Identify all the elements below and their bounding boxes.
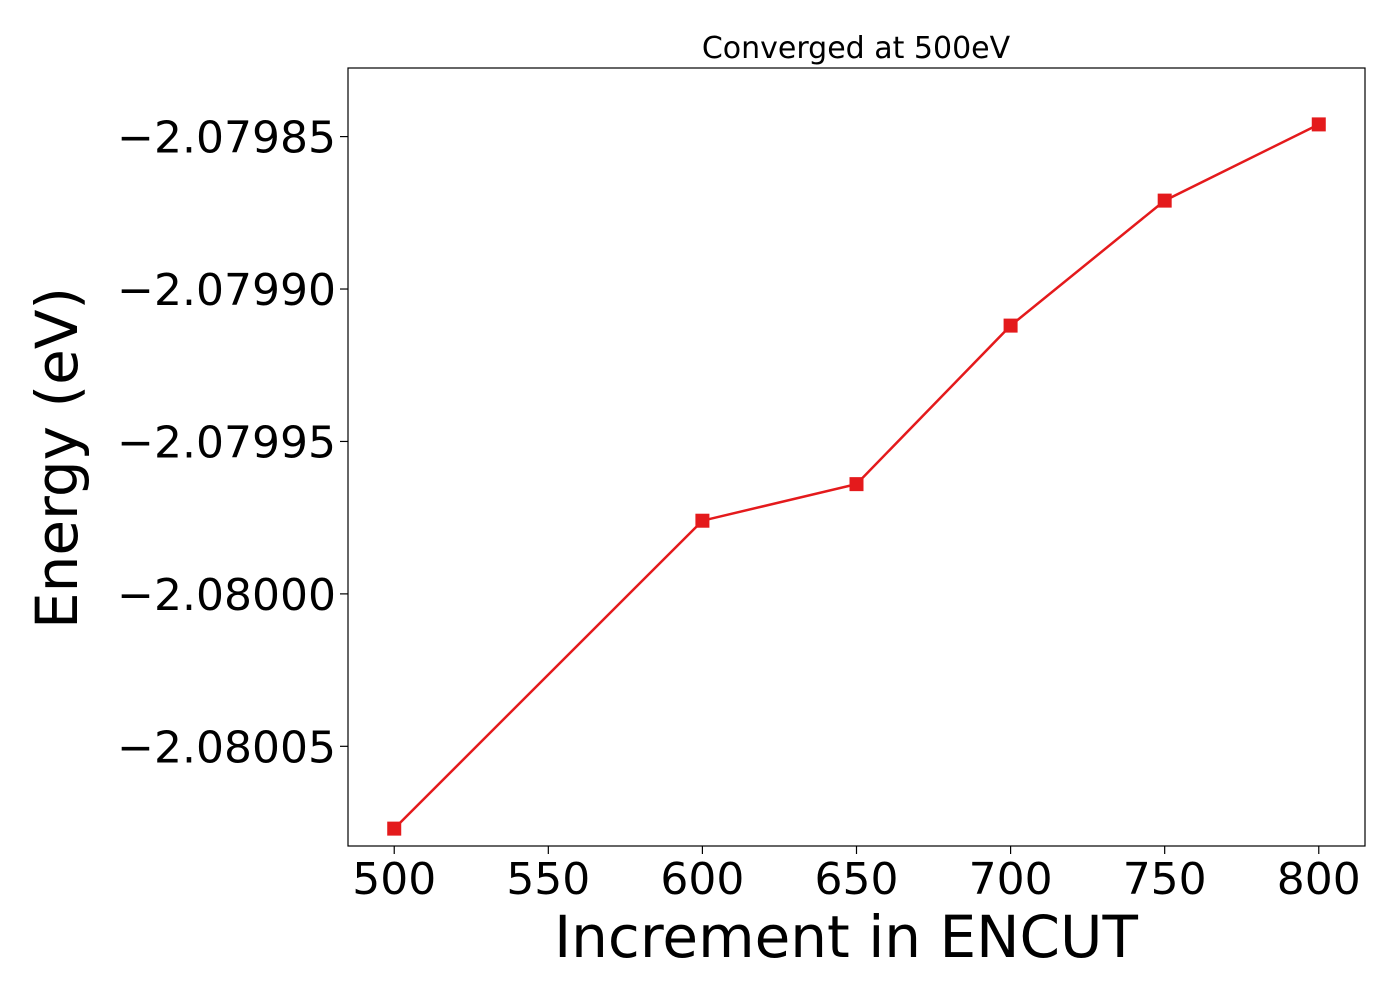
x-tick-label: 600 xyxy=(660,854,744,905)
x-tick-label: 800 xyxy=(1277,854,1361,905)
data-point-marker xyxy=(849,477,864,492)
x-tick-label: 700 xyxy=(969,854,1053,905)
y-tick-label: −2.07995 xyxy=(117,417,336,468)
x-axis-label: Increment in ENCUT xyxy=(554,903,1138,971)
y-axis-label: Energy (eV) xyxy=(23,287,91,629)
plot-area-frame xyxy=(347,67,1366,847)
data-point-marker xyxy=(695,513,710,528)
data-point-marker xyxy=(1311,117,1326,132)
data-point-marker xyxy=(387,821,402,836)
x-tick-label: 500 xyxy=(352,854,436,905)
y-tick-label: −2.08005 xyxy=(117,722,336,773)
data-point-marker xyxy=(1157,193,1172,208)
x-tick-label: 750 xyxy=(1123,854,1207,905)
series-layer xyxy=(387,117,1326,836)
y-tick-label: −2.07990 xyxy=(117,265,336,316)
chart-title: Converged at 500eV xyxy=(702,31,1011,66)
x-axis-ticks: 500 550 600 650 700 750 800 xyxy=(352,846,1361,905)
x-tick-label: 550 xyxy=(506,854,590,905)
data-point-marker xyxy=(1003,318,1018,333)
y-axis-ticks: −2.07985 −2.07990 −2.07995 −2.08000 −2.08005 xyxy=(117,113,348,773)
series-line xyxy=(393,123,1320,830)
x-tick-label: 650 xyxy=(815,854,899,905)
y-tick-label: −2.08000 xyxy=(117,570,336,621)
y-tick-label: −2.07985 xyxy=(117,113,336,164)
